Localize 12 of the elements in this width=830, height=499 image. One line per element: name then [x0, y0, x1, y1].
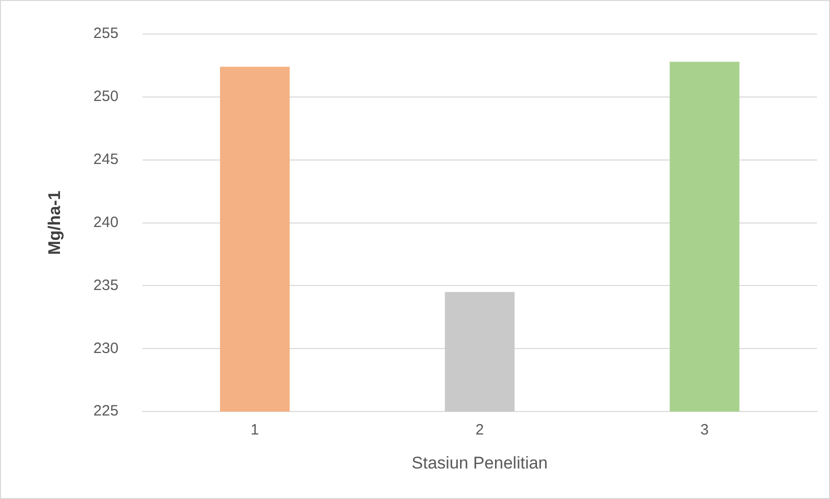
y-axis-title: Mg/ha-1 [44, 190, 64, 255]
y-tick-label: 245 [93, 151, 118, 168]
y-tick-label: 250 [93, 88, 118, 106]
x-tick-label: 3 [700, 422, 709, 439]
x-axis-title: Stasiun Penelitian [412, 453, 548, 472]
x-tick-label: 2 [476, 422, 484, 439]
y-tick-label: 255 [93, 25, 118, 42]
x-tick-label: 1 [250, 422, 260, 439]
y-tick-label: 235 [93, 276, 118, 294]
y-tick-label: 230 [93, 340, 118, 357]
y-tick-label: 240 [93, 214, 118, 231]
y-tick-label: 225 [93, 402, 118, 420]
